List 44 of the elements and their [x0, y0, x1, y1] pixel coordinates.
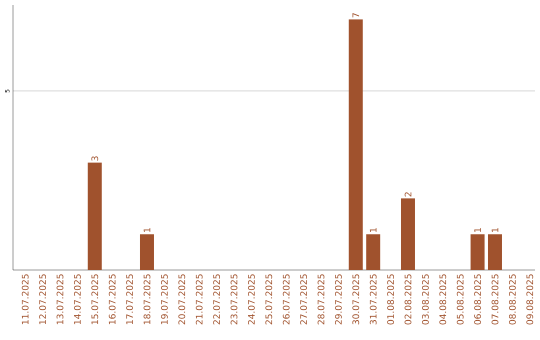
x-tick-label: 15.07.2025	[91, 274, 98, 324]
x-tick-label: 11.07.2025	[22, 274, 29, 324]
bar	[140, 234, 154, 270]
x-tick-label: 30.07.2025	[352, 274, 360, 324]
x-tick-label: 28.07.2025	[318, 274, 324, 324]
data-label: 2	[404, 192, 412, 197]
data-label: 1	[492, 228, 498, 232]
x-tick-label: 07.08.2025	[492, 274, 498, 324]
x-tick-label: 09.08.2025	[526, 274, 534, 324]
x-tick-label: 18.07.2025	[144, 274, 150, 324]
x-tick-label: 05.08.2025	[456, 274, 464, 324]
data-label: 1	[474, 228, 481, 232]
bar	[348, 19, 363, 270]
bar	[88, 162, 102, 270]
x-tick-label: 02.08.2025	[404, 274, 412, 324]
x-tick-label: 21.07.2025	[196, 274, 203, 324]
data-label: 7	[352, 13, 360, 18]
x-tick-label: 27.07.2025	[300, 274, 307, 324]
x-tick-label: 13.07.2025	[56, 274, 64, 324]
bar	[470, 234, 485, 270]
bar	[488, 234, 502, 270]
x-tick-label: 31.07.2025	[370, 274, 377, 324]
x-tick-label: 29.07.2025	[334, 274, 342, 324]
x-tick-label: 04.08.2025	[439, 274, 446, 324]
bar	[400, 198, 415, 270]
x-tick-label: 22.07.2025	[213, 274, 220, 324]
x-tick-label: 01.08.2025	[387, 274, 394, 324]
data-label: 1	[370, 228, 376, 232]
x-tick-label: 12.07.2025	[39, 274, 46, 324]
x-tick-label: 19.07.2025	[160, 274, 168, 324]
x-tick-label: 14.07.2025	[74, 274, 81, 324]
x-tick-label: 17.07.2025	[126, 274, 133, 324]
x-tick-label: 23.07.2025	[230, 274, 238, 324]
x-tick-label: 25.07.2025	[265, 274, 272, 324]
x-tick-label: 08.08.2025	[508, 274, 516, 324]
x-tick-label: 03.08.2025	[422, 274, 429, 324]
x-tick-label: 16.07.2025	[108, 274, 116, 324]
x-tick-label: 24.07.2025	[248, 274, 255, 324]
x-tick-label: 20.07.2025	[178, 274, 186, 324]
bar	[366, 234, 380, 270]
x-tick-label: 06.08.2025	[474, 274, 481, 324]
data-label: 3	[91, 156, 98, 161]
x-tick-label: 26.07.2025	[282, 274, 290, 324]
data-label: 1	[144, 228, 150, 232]
